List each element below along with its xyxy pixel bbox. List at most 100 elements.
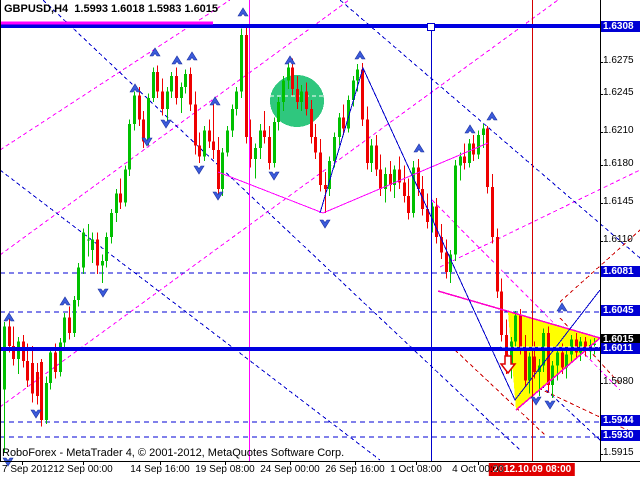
candle-body-down[interactable] bbox=[22, 341, 25, 362]
candle-body-down[interactable] bbox=[12, 345, 15, 359]
fractal-up-arrow-icon[interactable] bbox=[186, 51, 198, 61]
fractal-up-arrow-icon[interactable] bbox=[354, 50, 366, 60]
candle-body-up[interactable] bbox=[203, 130, 206, 157]
candle-body-up[interactable] bbox=[370, 145, 373, 164]
candle-body-down[interactable] bbox=[54, 352, 57, 372]
candle-body-down[interactable] bbox=[310, 108, 313, 138]
candle-body-down[interactable] bbox=[8, 326, 11, 346]
candle-body-down[interactable] bbox=[435, 206, 438, 238]
fractal-up-arrow-icon[interactable] bbox=[486, 111, 498, 121]
candle-body-down[interactable] bbox=[161, 91, 164, 109]
blue-dashed-trendline[interactable] bbox=[42, 0, 521, 451]
blue-dashed-trendline[interactable] bbox=[0, 169, 381, 461]
candle-body-down[interactable] bbox=[426, 208, 429, 222]
fractal-down-arrow-icon[interactable] bbox=[160, 119, 172, 129]
candle-body-up[interactable] bbox=[356, 69, 359, 81]
fractal-down-arrow-icon[interactable] bbox=[30, 409, 42, 419]
fractal-up-arrow-icon[interactable] bbox=[129, 83, 141, 93]
candle-body-down[interactable] bbox=[212, 141, 215, 151]
candle-body-down[interactable] bbox=[319, 152, 322, 185]
magenta-dashed-trendline[interactable] bbox=[431, 199, 621, 391]
candle-body-down[interactable] bbox=[296, 89, 299, 103]
candle-body-up[interactable] bbox=[231, 108, 234, 131]
candle-body-up[interactable] bbox=[180, 87, 183, 98]
candle-body-up[interactable] bbox=[133, 95, 136, 124]
blue-zigzag-line[interactable] bbox=[319, 66, 601, 401]
candle-body-down[interactable] bbox=[314, 137, 317, 153]
candle-body-down[interactable] bbox=[305, 91, 308, 109]
trendline-handle[interactable] bbox=[427, 23, 435, 31]
candle-body-up[interactable] bbox=[91, 239, 94, 251]
candle-body-down[interactable] bbox=[36, 371, 39, 396]
candle-body-up[interactable] bbox=[459, 156, 462, 166]
candle-body-down[interactable] bbox=[505, 334, 508, 368]
candle-body-down[interactable] bbox=[68, 317, 71, 333]
candle-body-up[interactable] bbox=[412, 167, 415, 214]
candle-body-down[interactable] bbox=[268, 137, 271, 164]
candle-body-up[interactable] bbox=[87, 239, 90, 241]
candle-body-down[interactable] bbox=[519, 315, 522, 349]
candle-body-down[interactable] bbox=[119, 193, 122, 203]
fractal-up-arrow-icon[interactable] bbox=[3, 312, 15, 322]
fractal-down-arrow-icon[interactable] bbox=[141, 137, 153, 147]
candle-body-up[interactable] bbox=[115, 193, 118, 214]
candle-body-down[interactable] bbox=[417, 167, 420, 190]
candle-body-down[interactable] bbox=[26, 361, 29, 381]
candle-body-down[interactable] bbox=[500, 291, 503, 335]
fractal-down-arrow-icon[interactable] bbox=[212, 191, 224, 201]
fractal-up-arrow-icon[interactable] bbox=[149, 47, 161, 57]
candle-body-up[interactable] bbox=[63, 317, 66, 343]
candle-body-down[interactable] bbox=[263, 130, 266, 138]
candle-body-down[interactable] bbox=[189, 73, 192, 105]
candle-body-up[interactable] bbox=[468, 143, 471, 164]
candle-body-up[interactable] bbox=[393, 169, 396, 185]
magenta-dashed-trendline[interactable] bbox=[439, 169, 640, 268]
candle-body-down[interactable] bbox=[138, 95, 141, 120]
candle-body-down[interactable] bbox=[156, 71, 159, 92]
candle-body-up[interactable] bbox=[338, 117, 341, 138]
magenta-zigzag-line[interactable] bbox=[217, 142, 489, 214]
candle-body-up[interactable] bbox=[166, 91, 169, 109]
candle-body-down[interactable] bbox=[96, 239, 99, 266]
candle-body-down[interactable] bbox=[375, 145, 378, 170]
candle-body-up[interactable] bbox=[226, 130, 229, 153]
fractal-up-arrow-icon[interactable] bbox=[59, 296, 71, 306]
candle-body-down[interactable] bbox=[198, 145, 201, 157]
candle-body-up[interactable] bbox=[3, 326, 6, 390]
candle-body-down[interactable] bbox=[445, 252, 448, 272]
fractal-up-arrow-icon[interactable] bbox=[284, 55, 296, 65]
candle-body-up[interactable] bbox=[570, 339, 573, 355]
candle-body-down[interactable] bbox=[40, 362, 43, 420]
blue-dashed-trendline[interactable] bbox=[339, 0, 640, 259]
candle-body-up[interactable] bbox=[528, 356, 531, 381]
magenta-dashed-trendline[interactable] bbox=[0, 0, 231, 151]
candle-body-down[interactable] bbox=[398, 169, 401, 183]
fractal-down-arrow-icon[interactable] bbox=[530, 396, 542, 406]
candle-body-up[interactable] bbox=[384, 174, 387, 190]
candle-body-down[interactable] bbox=[403, 182, 406, 196]
candle-body-up[interactable] bbox=[49, 352, 52, 383]
candle-body-up[interactable] bbox=[128, 123, 131, 170]
candle-body-up[interactable] bbox=[152, 71, 155, 98]
fractal-down-arrow-icon[interactable] bbox=[319, 219, 331, 229]
candle-body-up[interactable] bbox=[551, 365, 554, 385]
candle-body-up[interactable] bbox=[105, 237, 108, 262]
candle-body-up[interactable] bbox=[101, 261, 104, 266]
candle-body-down[interactable] bbox=[379, 169, 382, 190]
candle-body-up[interactable] bbox=[482, 128, 485, 135]
fractal-down-arrow-icon[interactable] bbox=[193, 165, 205, 175]
red-down-arrow-icon[interactable] bbox=[499, 355, 517, 375]
fractal-down-arrow-icon[interactable] bbox=[97, 288, 109, 298]
candle-body-down[interactable] bbox=[31, 363, 34, 394]
candle-body-down[interactable] bbox=[547, 332, 550, 385]
candle-body-down[interactable] bbox=[440, 237, 443, 253]
fractal-down-arrow-icon[interactable] bbox=[268, 171, 280, 181]
candle-body-down[interactable] bbox=[584, 341, 587, 351]
candle-body-up[interactable] bbox=[431, 206, 434, 222]
candle-body-up[interactable] bbox=[287, 67, 290, 81]
candle-body-up[interactable] bbox=[333, 137, 336, 161]
candle-body-down[interactable] bbox=[496, 237, 499, 292]
candle-body-up[interactable] bbox=[347, 100, 350, 129]
candle-body-up[interactable] bbox=[565, 354, 568, 368]
